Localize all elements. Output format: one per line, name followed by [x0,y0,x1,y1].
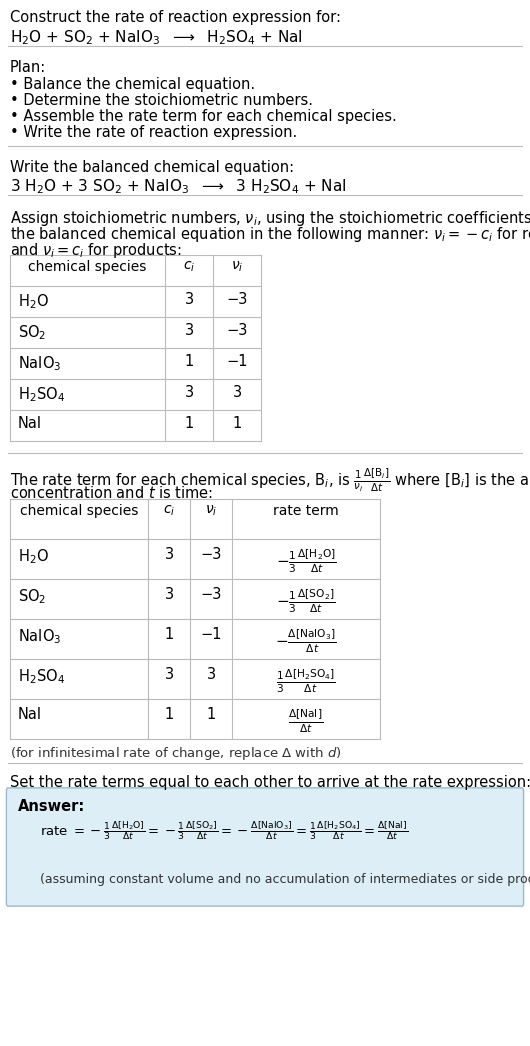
Text: $c_i$: $c_i$ [163,504,175,519]
Text: the balanced chemical equation in the following manner: $\nu_i = -c_i$ for react: the balanced chemical equation in the fo… [10,225,530,244]
Text: • Write the rate of reaction expression.: • Write the rate of reaction expression. [10,126,297,140]
Text: (for infinitesimal rate of change, replace $\Delta$ with $d$): (for infinitesimal rate of change, repla… [10,745,342,761]
Text: SO$_2$: SO$_2$ [18,323,46,342]
Text: $-\frac{1}{3}\frac{\Delta[\mathrm{H_2O}]}{\Delta t}$: $-\frac{1}{3}\frac{\Delta[\mathrm{H_2O}]… [276,547,337,574]
Text: 1: 1 [164,627,174,642]
Text: Plan:: Plan: [10,60,46,75]
Text: $\nu_i$: $\nu_i$ [231,260,243,274]
Text: 3: 3 [164,587,173,602]
Text: • Determine the stoichiometric numbers.: • Determine the stoichiometric numbers. [10,93,313,108]
Text: −3: −3 [200,587,222,602]
Text: SO$_2$: SO$_2$ [18,587,46,606]
Text: −1: −1 [200,627,222,642]
Text: NaI: NaI [18,416,42,431]
Text: 3: 3 [184,292,193,306]
Text: −1: −1 [226,354,248,369]
Text: 3: 3 [207,667,216,682]
Text: H$_2$O: H$_2$O [18,547,49,566]
Text: Write the balanced chemical equation:: Write the balanced chemical equation: [10,160,294,175]
Text: 3: 3 [233,385,242,400]
Text: chemical species: chemical species [28,260,147,274]
Text: $\frac{\Delta[\mathrm{NaI}]}{\Delta t}$: $\frac{\Delta[\mathrm{NaI}]}{\Delta t}$ [288,707,324,734]
Text: $-\frac{1}{3}\frac{\Delta[\mathrm{SO_2}]}{\Delta t}$: $-\frac{1}{3}\frac{\Delta[\mathrm{SO_2}]… [276,587,335,615]
Text: Set the rate terms equal to each other to arrive at the rate expression:: Set the rate terms equal to each other t… [10,775,530,790]
Text: −3: −3 [226,323,248,338]
Text: Assign stoichiometric numbers, $\nu_i$, using the stoichiometric coefficients, $: Assign stoichiometric numbers, $\nu_i$, … [10,209,530,228]
Text: The rate term for each chemical species, B$_i$, is $\frac{1}{\nu_i}\frac{\Delta[: The rate term for each chemical species,… [10,467,530,495]
Text: concentration and $t$ is time:: concentration and $t$ is time: [10,485,213,501]
Text: H$_2$O: H$_2$O [18,292,49,311]
Text: $\nu_i$: $\nu_i$ [205,504,217,519]
Text: Answer:: Answer: [18,799,85,814]
Text: (assuming constant volume and no accumulation of intermediates or side products): (assuming constant volume and no accumul… [40,873,530,886]
Text: $\frac{1}{3}\frac{\Delta[\mathrm{H_2SO_4}]}{\Delta t}$: $\frac{1}{3}\frac{\Delta[\mathrm{H_2SO_4… [276,667,336,695]
Text: 3: 3 [164,547,173,562]
Text: • Balance the chemical equation.: • Balance the chemical equation. [10,77,255,92]
Text: 3 H$_2$O + 3 SO$_2$ + NaIO$_3$  $\longrightarrow$  3 H$_2$SO$_4$ + NaI: 3 H$_2$O + 3 SO$_2$ + NaIO$_3$ $\longrig… [10,177,347,196]
Text: rate $= -\frac{1}{3}\frac{\Delta[\mathrm{H_2O}]}{\Delta t} = -\frac{1}{3}\frac{\: rate $= -\frac{1}{3}\frac{\Delta[\mathrm… [40,819,408,842]
Text: $-\frac{\Delta[\mathrm{NaIO_3}]}{\Delta t}$: $-\frac{\Delta[\mathrm{NaIO_3}]}{\Delta … [275,627,337,655]
Text: rate term: rate term [273,504,339,518]
Text: • Assemble the rate term for each chemical species.: • Assemble the rate term for each chemic… [10,109,397,124]
Text: NaIO$_3$: NaIO$_3$ [18,627,61,645]
Text: 3: 3 [184,385,193,400]
Text: Construct the rate of reaction expression for:: Construct the rate of reaction expressio… [10,10,341,25]
Text: −3: −3 [226,292,248,306]
Text: $c_i$: $c_i$ [183,260,195,274]
Text: H$_2$SO$_4$: H$_2$SO$_4$ [18,385,65,404]
Text: 1: 1 [184,354,193,369]
Text: NaI: NaI [18,707,42,722]
Text: 1: 1 [164,707,174,722]
Text: 1: 1 [232,416,242,431]
Text: H$_2$SO$_4$: H$_2$SO$_4$ [18,667,65,686]
Text: and $\nu_i = c_i$ for products:: and $\nu_i = c_i$ for products: [10,241,182,260]
Text: NaIO$_3$: NaIO$_3$ [18,354,61,372]
Text: 1: 1 [206,707,216,722]
Text: H$_2$O + SO$_2$ + NaIO$_3$  $\longrightarrow$  H$_2$SO$_4$ + NaI: H$_2$O + SO$_2$ + NaIO$_3$ $\longrightar… [10,28,303,47]
Text: chemical species: chemical species [20,504,138,518]
FancyBboxPatch shape [6,788,524,906]
Text: 1: 1 [184,416,193,431]
Text: 3: 3 [164,667,173,682]
Text: 3: 3 [184,323,193,338]
Text: −3: −3 [200,547,222,562]
